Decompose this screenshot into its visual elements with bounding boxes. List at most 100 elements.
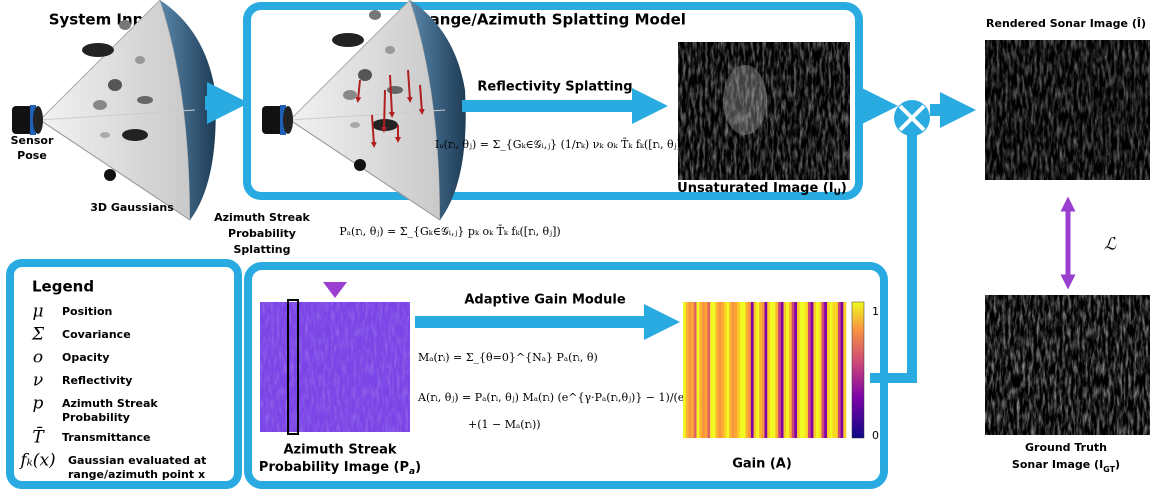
- sensor-label: Pose: [17, 149, 47, 162]
- gain-stripe: [775, 302, 778, 438]
- gain-stripe: [759, 302, 762, 438]
- gain-stripe: [737, 302, 740, 438]
- gain-stripe: [835, 302, 838, 438]
- gain-stripe: [743, 302, 746, 438]
- streak-label: Azimuth Streak: [214, 211, 310, 224]
- gain-stripe: [803, 302, 806, 438]
- colorbar-tick: 1: [872, 305, 879, 318]
- legend-symbol: T̄: [32, 425, 45, 447]
- reflectivity-formula: Iᵤ(rᵢ, θⱼ) = Σ_{Gₖ∈𝒢ᵢ,ⱼ} (1/rₖ) νₖ oₖ T̄…: [435, 138, 685, 151]
- gain-stripe: [756, 302, 759, 438]
- gain-stripe: [841, 302, 844, 438]
- gain-stripe: [830, 302, 833, 438]
- gain-stripe: [710, 302, 713, 438]
- formula-a: A(rᵢ, θⱼ) = Pₐ(rᵢ, θⱼ) Mₐ(rᵢ) (e^{γ·Pₐ(r…: [417, 391, 728, 404]
- splatting-title: Range/Azimuth Splatting Model: [418, 11, 686, 29]
- loss-symbol: ℒ: [1104, 235, 1117, 255]
- sensor-fan: [12, 0, 216, 220]
- gain-stripe: [707, 302, 710, 438]
- gain-stripe: [688, 302, 691, 438]
- gain-stripe: [762, 302, 765, 438]
- label-part: ): [841, 181, 847, 196]
- sensor-label: Sensor: [11, 134, 54, 147]
- rendered-label: Rendered Sonar Image (Î): [986, 17, 1146, 30]
- label-part: ): [415, 460, 421, 475]
- gain-stripe: [800, 302, 803, 438]
- legend-label: Position: [62, 305, 112, 318]
- streak-arrowhead: [323, 282, 347, 298]
- gain-stripe: [729, 302, 732, 438]
- legend-label: Gaussian evaluated at: [68, 454, 206, 467]
- legend-label: range/azimuth point x: [68, 468, 205, 481]
- legend-symbol: fₖ(x): [18, 451, 55, 471]
- gain-stripe: [716, 302, 719, 438]
- gain-stripe: [718, 302, 721, 438]
- gain-connector: [870, 135, 912, 378]
- ground-truth-label: Ground Truth: [1025, 441, 1107, 454]
- gain-stripe: [838, 302, 841, 438]
- legend-label: Reflectivity: [62, 374, 132, 387]
- formula-a2: +(1 − Mₐ(rᵢ)): [468, 418, 541, 431]
- gain-stripe: [683, 302, 686, 438]
- legend-symbol: Σ: [31, 325, 45, 345]
- gain-stripe: [811, 302, 814, 438]
- gain-stripe: [813, 302, 816, 438]
- gain-stripe: [765, 302, 768, 438]
- gain-stripe: [794, 302, 797, 438]
- label-part: ): [1115, 458, 1120, 471]
- gain-stripe: [824, 302, 827, 438]
- unsaturated-label: Unsaturated Image (IU): [677, 181, 847, 198]
- gain-stripe: [754, 302, 757, 438]
- gain-stripe: [699, 302, 702, 438]
- gain-stripe: [702, 302, 705, 438]
- gain-label: Gain (A): [732, 457, 792, 472]
- gain-stripe: [686, 302, 689, 438]
- gain-stripe: [786, 302, 789, 438]
- gain-stripe: [808, 302, 811, 438]
- gain-stripe: [724, 302, 727, 438]
- gain-stripe: [691, 302, 694, 438]
- gain-stripe: [694, 302, 697, 438]
- gaussians-label: 3D Gaussians: [90, 201, 174, 214]
- ground-truth-label: Sonar Image (IGT): [1012, 458, 1120, 474]
- gain-stripe: [732, 302, 735, 438]
- gain-stripe: [792, 302, 795, 438]
- gain-stripe: [797, 302, 800, 438]
- probability-label: Probability Image (Pa): [259, 460, 421, 477]
- streak-label: Probability: [228, 227, 296, 240]
- streak-formula: Pₐ(rᵢ, θⱼ) = Σ_{Gₖ∈𝒢ᵢ,ⱼ} pₖ oₖ T̄ₖ fₖ([r…: [339, 225, 560, 238]
- formula-m: Mₐ(rᵢ) = Σ_{θ=0}^{Nₐ} Pₐ(rᵢ, θ): [418, 351, 598, 364]
- label-part: Probability Image (P: [259, 460, 409, 475]
- legend-symbol: o: [33, 348, 43, 368]
- unsaturated-feature: [723, 65, 767, 135]
- gain-stripe: [819, 302, 822, 438]
- gain-stripe: [789, 302, 792, 438]
- gain-stripe: [827, 302, 830, 438]
- legend-items: μPositionΣCovarianceoOpacityνReflectivit…: [18, 302, 206, 482]
- legend-symbol: μ: [32, 302, 43, 322]
- gain-stripe: [805, 302, 808, 438]
- label-sub: GT: [1103, 465, 1115, 474]
- reflectivity-label: Reflectivity Splatting: [477, 80, 632, 95]
- gain-stripe: [751, 302, 754, 438]
- gain-stripe: [767, 302, 770, 438]
- legend-symbol: ν: [33, 371, 43, 391]
- gain-stripe: [697, 302, 700, 438]
- legend-symbol: p: [33, 394, 44, 414]
- legend-label: Azimuth Streak: [62, 397, 158, 410]
- ground-truth-texture: [985, 295, 1150, 435]
- gain-stripe: [713, 302, 716, 438]
- probability-texture: [260, 302, 410, 432]
- gain-stripe: [784, 302, 787, 438]
- gain-stripe: [816, 302, 819, 438]
- gain-stripe: [726, 302, 729, 438]
- splat-fan: [262, 0, 466, 220]
- gain-module-title: Adaptive Gain Module: [464, 293, 625, 308]
- gain-stripe: [735, 302, 738, 438]
- gain-image: [683, 302, 846, 438]
- gain-stripe: [781, 302, 784, 438]
- gain-stripe: [748, 302, 751, 438]
- gain-stripe: [832, 302, 835, 438]
- legend-label: Probability: [62, 411, 130, 424]
- probability-label: Azimuth Streak: [283, 443, 396, 458]
